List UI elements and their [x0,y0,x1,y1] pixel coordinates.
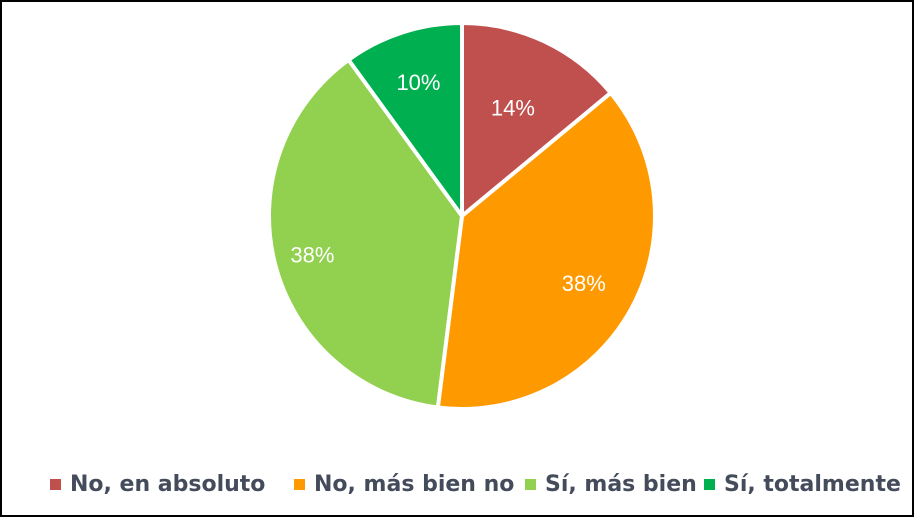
slice-label: 38% [290,242,334,267]
slice-label: 38% [562,271,606,296]
legend-item-no-mas-bien-no: No, más bien no [294,472,514,497]
legend-swatch [50,479,61,490]
pie-slice [346,21,464,218]
pie-slice [460,21,613,218]
legend-item-si-mas-bien: Sí, más bien [525,472,697,497]
pie-slice [435,90,657,411]
legend-label: No, en absoluto [70,472,266,497]
legend-swatch [294,479,305,490]
slice-label: 14% [491,96,535,121]
slice-label: 10% [396,70,440,95]
legend-item-si-totalmente: Sí, totalmente [704,472,901,497]
legend-label: No, más bien no [314,472,515,497]
legend-swatch [525,479,536,490]
pie-slice [267,57,464,410]
legend-label: Sí, totalmente [724,472,901,497]
legend-item-no-en-absoluto: No, en absoluto [50,472,265,497]
legend-label: Sí, más bien [545,472,697,497]
legend: No, en absoluto No, más bien no Sí, más … [0,468,914,502]
legend-swatch [704,479,715,490]
